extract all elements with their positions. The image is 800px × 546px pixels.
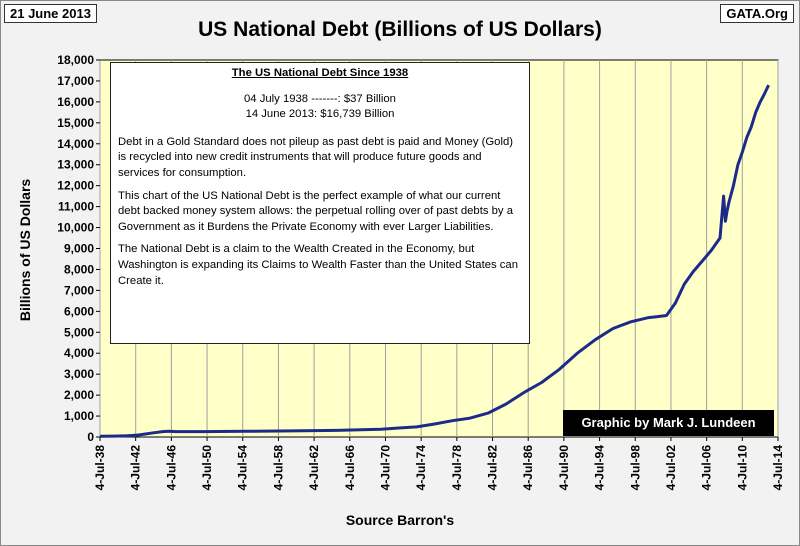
x-tick-label: 4-Jul-58 bbox=[271, 445, 285, 491]
credit-label: Graphic by Mark J. Lundeen bbox=[563, 410, 774, 436]
x-axis-label: Source Barron's bbox=[345, 512, 455, 528]
source-site-label: GATA.Org bbox=[720, 4, 794, 23]
x-tick-label: 4-Jul-46 bbox=[164, 445, 178, 491]
y-axis-label: Billions of US Dollars bbox=[17, 179, 33, 322]
annotation-heading: The US National Debt Since 1938 bbox=[231, 67, 409, 79]
debt-series-line bbox=[99, 84, 770, 438]
x-tick-label: 4-Jul-54 bbox=[236, 445, 250, 491]
x-tick-label: 4-Jul-66 bbox=[343, 445, 357, 491]
y-tick-label: 1,000 bbox=[64, 409, 94, 423]
y-tick-label: 13,000 bbox=[57, 158, 94, 172]
x-tick-label: 4-Jul-94 bbox=[593, 445, 607, 491]
y-tick-label: 9,000 bbox=[64, 242, 94, 256]
x-tick-label: 4-Jul-82 bbox=[486, 445, 500, 491]
y-tick-label: 5,000 bbox=[64, 325, 94, 339]
annotation-quote-2013: 14 June 2013: $16,739 Billion bbox=[245, 108, 395, 121]
y-tick-label: 10,000 bbox=[57, 221, 94, 235]
annotation-paragraph-3: The National Debt is a claim to the Weal… bbox=[118, 243, 518, 287]
y-tick-label: 7,000 bbox=[64, 283, 94, 297]
annotation-paragraph-2: This chart of the US National Debt is th… bbox=[118, 189, 513, 233]
x-tick-label: 4-Jul-74 bbox=[414, 445, 428, 491]
y-tick-label: 17,000 bbox=[57, 74, 94, 88]
y-tick-label: 4,000 bbox=[64, 346, 94, 360]
annotation-quote-1938: 04 July 1938 -------: $37 Billion bbox=[244, 92, 396, 105]
x-tick-label: 4-Jul-86 bbox=[521, 445, 535, 491]
x-tick-label: 4-Jul-02 bbox=[664, 445, 678, 491]
y-tick-label: 6,000 bbox=[64, 304, 94, 318]
x-tick-label: 4-Jul-62 bbox=[307, 445, 321, 491]
y-tick-label: 12,000 bbox=[57, 179, 94, 193]
chart-title: US National Debt (Billions of US Dollars… bbox=[198, 18, 602, 41]
x-tick-label: 4-Jul-42 bbox=[129, 445, 143, 491]
y-tick-label: 11,000 bbox=[58, 200, 94, 214]
x-tick-label: 4-Jul-10 bbox=[735, 445, 749, 491]
y-tick-label: 14,000 bbox=[57, 137, 94, 151]
x-tick-label: 4-Jul-90 bbox=[557, 445, 571, 491]
y-tick-label: 16,000 bbox=[57, 95, 94, 109]
y-tick-label: 15,000 bbox=[57, 116, 94, 130]
x-tick-label: 4-Jul-98 bbox=[628, 445, 642, 491]
x-tick-label: 4-Jul-78 bbox=[450, 445, 464, 491]
date-label: 21 June 2013 bbox=[4, 4, 97, 23]
x-tick-label: 4-Jul-06 bbox=[700, 445, 714, 491]
annotation-paragraph-1: Debt in a Gold Standard does not pileup … bbox=[118, 135, 514, 179]
y-tick-label: 2,000 bbox=[64, 388, 94, 402]
y-tick-label: 3,000 bbox=[64, 367, 94, 381]
y-tick-label: 0 bbox=[87, 430, 94, 444]
x-tick-label: 4-Jul-38 bbox=[93, 445, 107, 491]
y-tick-label: 18,000 bbox=[57, 53, 94, 67]
x-tick-label: 4-Jul-14 bbox=[771, 445, 785, 491]
x-tick-label: 4-Jul-70 bbox=[378, 445, 392, 491]
y-tick-label: 8,000 bbox=[64, 262, 94, 276]
annotation-box: The US National Debt Since 1938 04 July … bbox=[110, 62, 530, 344]
x-tick-label: 4-Jul-50 bbox=[200, 445, 214, 491]
